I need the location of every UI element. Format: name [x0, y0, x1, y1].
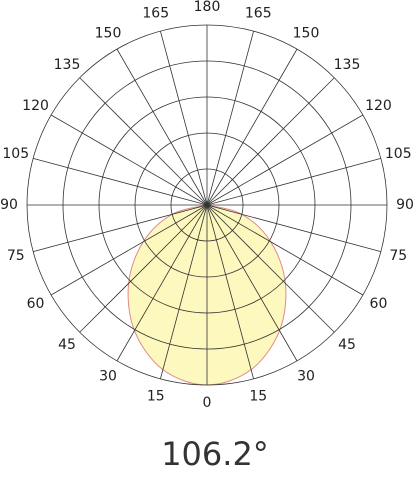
- angle-label: 150: [95, 26, 122, 42]
- angle-label: 105: [385, 146, 412, 162]
- angle-label: 120: [22, 98, 49, 114]
- spoke: [33, 204, 208, 252]
- angle-label: 90: [0, 197, 18, 213]
- spoke: [206, 204, 364, 296]
- grid-layer: 0 15 15 30 30 45 45 60 60 75 75 90 90 105 105 120 120 135…: [0, 0, 414, 411]
- angle-label: 15: [147, 388, 165, 404]
- angle-label: 15: [249, 388, 267, 404]
- angle-label: 75: [389, 248, 407, 264]
- angle-label: 150: [293, 26, 320, 42]
- angle-label: 180: [194, 0, 221, 15]
- angle-label: 60: [370, 296, 388, 312]
- angle-label: 75: [7, 248, 25, 264]
- angle-label: 30: [99, 368, 117, 384]
- spoke: [160, 31, 208, 206]
- angle-label: 0: [203, 395, 212, 411]
- spoke: [160, 204, 208, 379]
- spoke: [50, 114, 208, 206]
- angle-label: 165: [245, 6, 272, 22]
- angle-label: 165: [142, 6, 169, 22]
- spoke: [206, 31, 254, 206]
- spoke: [116, 204, 208, 362]
- angle-label: 135: [334, 57, 361, 73]
- angle-label: 90: [396, 197, 414, 213]
- angle-label: 45: [58, 337, 76, 353]
- spoke: [206, 48, 298, 206]
- angle-label: 45: [338, 337, 356, 353]
- beam-angle: 106.2°: [161, 435, 269, 473]
- angle-label: 30: [297, 368, 315, 384]
- spoke: [206, 114, 364, 206]
- spoke: [206, 204, 335, 333]
- angle-label: 60: [27, 296, 45, 312]
- spoke: [116, 48, 208, 206]
- spoke: [206, 204, 381, 252]
- angle-label: 105: [2, 146, 29, 162]
- angle-label: 120: [365, 98, 392, 114]
- spoke: [79, 204, 208, 333]
- spoke: [206, 204, 254, 379]
- spoke: [206, 158, 381, 206]
- angle-label: 135: [54, 57, 81, 73]
- spoke: [33, 158, 208, 206]
- spoke: [50, 204, 208, 296]
- spoke: [206, 204, 298, 362]
- spoke: [206, 77, 335, 206]
- spoke: [79, 77, 208, 206]
